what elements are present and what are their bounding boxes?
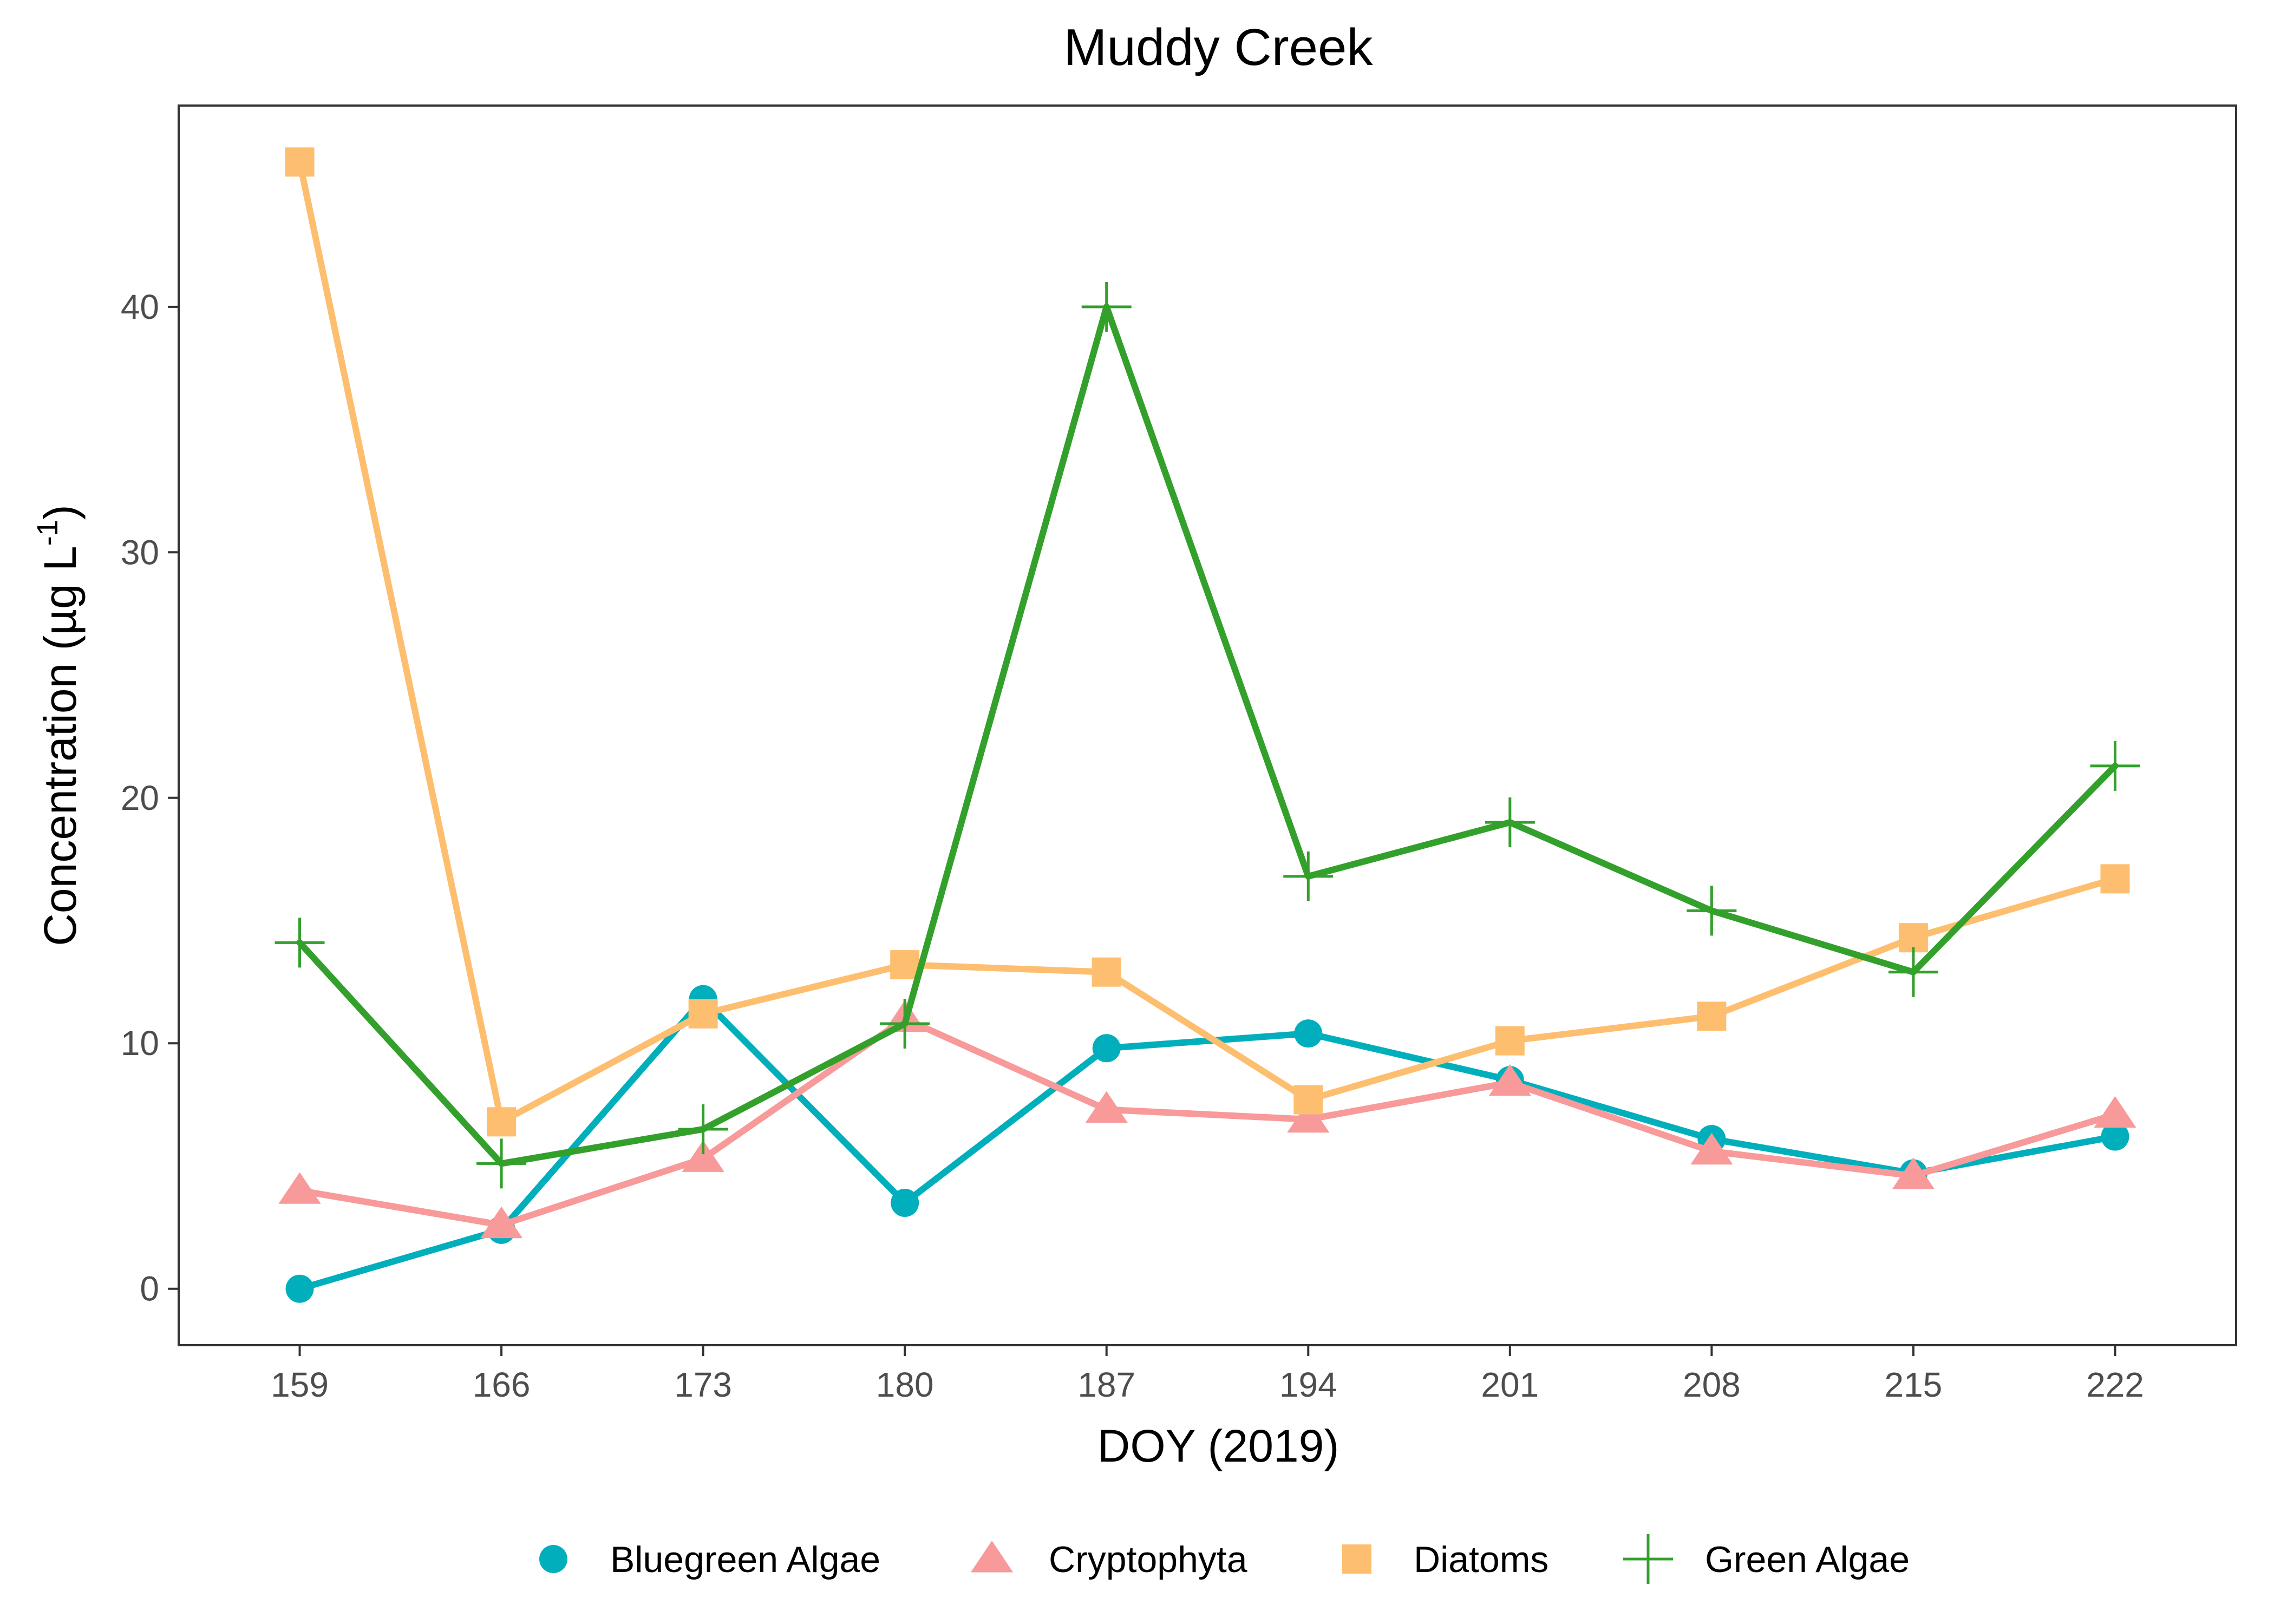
- data-point-diatoms: [285, 147, 315, 177]
- legend-label: Cryptophyta: [1049, 1539, 1247, 1580]
- legend-key-green-algae: [1623, 1534, 1673, 1584]
- legend-label: Bluegreen Algae: [610, 1539, 880, 1580]
- y-axis: 0 10 20 30 40: [121, 287, 179, 1308]
- data-point-diatoms: [1697, 1001, 1727, 1031]
- data-point-bluegreen-algae: [891, 1188, 919, 1217]
- legend-item-diatoms: Diatoms: [1342, 1539, 1548, 1580]
- legend-key-cryptophyta: [970, 1541, 1014, 1573]
- y-tick-label: 0: [140, 1269, 159, 1308]
- data-point-green-algae: [1485, 797, 1535, 848]
- legend-item-cryptophyta: Cryptophyta: [970, 1539, 1247, 1580]
- series-line-bluegreen-algae: [296, 996, 2119, 1292]
- data-point-diatoms: [1293, 1085, 1323, 1115]
- x-tick-label: 159: [271, 1365, 329, 1404]
- legend-item-green-algae: Green Algae: [1623, 1534, 1910, 1584]
- data-point-green-algae: [1081, 281, 1132, 332]
- chart-title: Muddy Creek: [1064, 18, 1374, 76]
- data-point-diatoms: [1092, 957, 1121, 987]
- y-axis-title-close: ): [35, 505, 86, 520]
- x-tick-label: 194: [1279, 1365, 1337, 1404]
- series-layer: [275, 147, 2140, 1303]
- data-point-cryptophyta: [278, 1172, 321, 1204]
- x-axis-title: DOY (2019): [1097, 1420, 1339, 1471]
- data-point-green-algae: [1687, 886, 1737, 936]
- x-axis: 159 166 173 180 187 194 201 208 215 222: [271, 1345, 2144, 1404]
- plot-background: [179, 106, 2236, 1345]
- data-point-green-algae: [1283, 851, 1334, 901]
- series-line-cryptophyta: [296, 1015, 2119, 1228]
- data-point-green-algae: [880, 998, 930, 1049]
- data-point-bluegreen-algae: [1294, 1019, 1323, 1048]
- data-point-green-algae: [476, 1138, 527, 1189]
- data-point-diatoms: [688, 999, 718, 1029]
- y-axis-title-superscript: -1: [31, 520, 64, 546]
- data-point-diatoms: [487, 1107, 517, 1137]
- x-tick-label: 166: [473, 1365, 531, 1404]
- y-axis-title: Concentration (µg L-1): [31, 505, 86, 946]
- y-tick-label: 20: [121, 778, 159, 817]
- series-line-green-algae: [296, 303, 2119, 1167]
- plot-area: [178, 104, 2237, 1346]
- data-point-cryptophyta: [1085, 1091, 1128, 1123]
- data-point-bluegreen-algae: [2101, 1122, 2129, 1151]
- data-point-bluegreen-algae: [285, 1274, 314, 1303]
- x-tick-label: 173: [674, 1365, 732, 1404]
- series-line-diatoms: [296, 159, 2119, 1125]
- y-tick-label: 10: [121, 1024, 159, 1063]
- legend-label: Diatoms: [1414, 1539, 1548, 1580]
- series-diatoms: [285, 147, 2130, 1137]
- data-point-diatoms: [890, 950, 920, 980]
- x-tick-label: 187: [1077, 1365, 1135, 1404]
- data-point-cryptophyta: [2094, 1096, 2136, 1128]
- data-point-cryptophyta: [682, 1140, 724, 1172]
- data-point-cryptophyta: [480, 1206, 523, 1239]
- plot-border: [178, 104, 2237, 1346]
- data-point-cryptophyta: [1287, 1101, 1330, 1133]
- legend-label: Green Algae: [1705, 1539, 1910, 1580]
- data-point-green-algae: [678, 1104, 728, 1154]
- y-axis-title-main: Concentration (µg L: [35, 546, 86, 946]
- data-point-diatoms: [2100, 864, 2130, 894]
- data-point-green-algae: [275, 918, 325, 968]
- x-tick-label: 180: [876, 1365, 934, 1404]
- y-tick-label: 30: [121, 533, 159, 572]
- x-tick-label: 208: [1683, 1365, 1741, 1404]
- data-point-green-algae: [1888, 947, 1938, 997]
- legend-item-bluegreen-algae: Bluegreen Algae: [539, 1539, 880, 1580]
- y-tick-label: 40: [121, 287, 159, 326]
- data-point-cryptophyta: [1892, 1157, 1935, 1189]
- x-tick-label: 215: [1885, 1365, 1943, 1404]
- legend-key-diatoms: [1342, 1544, 1371, 1574]
- series-green-algae: [275, 281, 2140, 1189]
- data-point-cryptophyta: [1488, 1064, 1531, 1096]
- data-point-green-algae: [2090, 741, 2140, 791]
- legend: Bluegreen Algae Cryptophyta Diatoms Green A…: [539, 1534, 1910, 1584]
- data-point-bluegreen-algae: [1092, 1034, 1121, 1063]
- data-point-cryptophyta: [1690, 1132, 1733, 1165]
- data-point-diatoms: [1495, 1026, 1525, 1056]
- x-tick-label: 222: [2086, 1365, 2144, 1404]
- x-tick-label: 201: [1481, 1365, 1539, 1404]
- legend-key-bluegreen-algae: [539, 1545, 567, 1573]
